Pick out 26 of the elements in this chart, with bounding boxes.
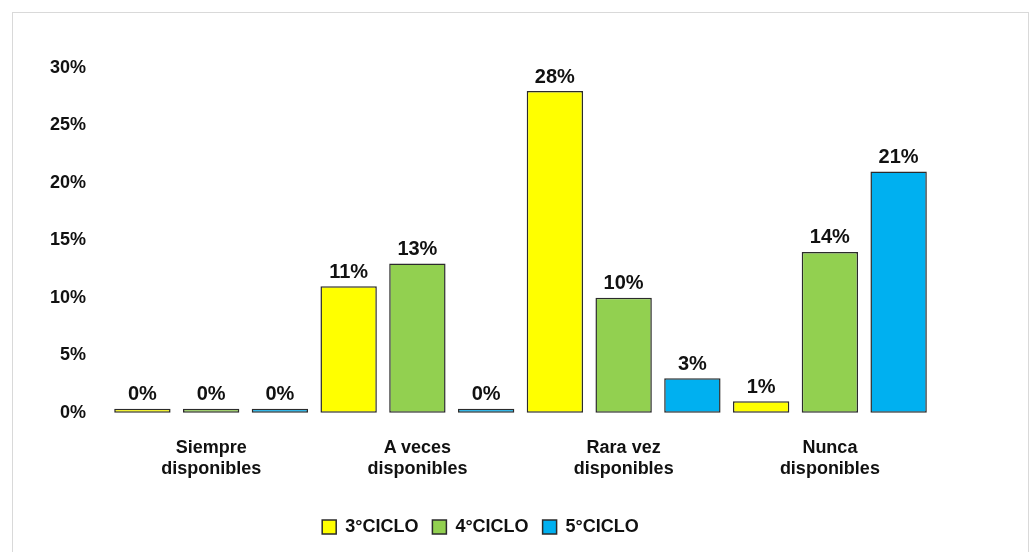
x-tick-label: Siempre disponibles bbox=[161, 436, 262, 479]
data-label: 14% bbox=[809, 225, 851, 248]
data-label: 0% bbox=[265, 382, 295, 405]
y-tick-label: 0% bbox=[60, 401, 87, 422]
legend-label: 3°CICLO bbox=[345, 515, 419, 536]
data-label: 0% bbox=[471, 382, 501, 405]
data-label: 13% bbox=[397, 236, 438, 259]
data-label: 21% bbox=[878, 144, 919, 167]
data-label: 10% bbox=[603, 271, 644, 294]
x-tick-label: A veces disponibles bbox=[367, 436, 468, 479]
data-label: 1% bbox=[746, 374, 776, 397]
x-tick-label: Rara vez disponibles bbox=[573, 436, 674, 479]
y-tick-label: 10% bbox=[50, 286, 87, 307]
data-label: 11% bbox=[329, 259, 369, 282]
x-tick-label: Nunca disponibles bbox=[779, 436, 880, 479]
y-tick-label: 25% bbox=[50, 114, 87, 135]
data-label: 0% bbox=[196, 382, 226, 405]
y-tick-label: 15% bbox=[50, 229, 87, 250]
data-label: 28% bbox=[534, 64, 576, 87]
legend-label: 5°CICLO bbox=[565, 515, 639, 536]
y-tick-label: 20% bbox=[50, 171, 87, 192]
legend-label: 4°CICLO bbox=[455, 515, 529, 536]
y-tick-label: 5% bbox=[60, 344, 87, 365]
y-tick-label: 30% bbox=[50, 56, 87, 77]
data-label: 0% bbox=[127, 382, 158, 405]
data-label: 3% bbox=[677, 351, 708, 374]
